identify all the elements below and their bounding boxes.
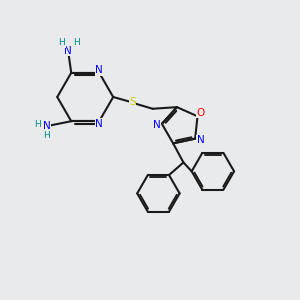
- Text: N: N: [153, 120, 160, 130]
- Text: H: H: [73, 38, 80, 47]
- Text: N: N: [64, 46, 72, 56]
- Text: S: S: [129, 97, 136, 107]
- Text: H: H: [44, 130, 50, 140]
- Text: H: H: [58, 38, 65, 47]
- Text: N: N: [43, 121, 51, 130]
- Text: N: N: [95, 65, 103, 75]
- Text: O: O: [196, 108, 205, 118]
- Text: H: H: [34, 120, 41, 129]
- Text: N: N: [196, 135, 204, 145]
- Text: N: N: [95, 118, 103, 129]
